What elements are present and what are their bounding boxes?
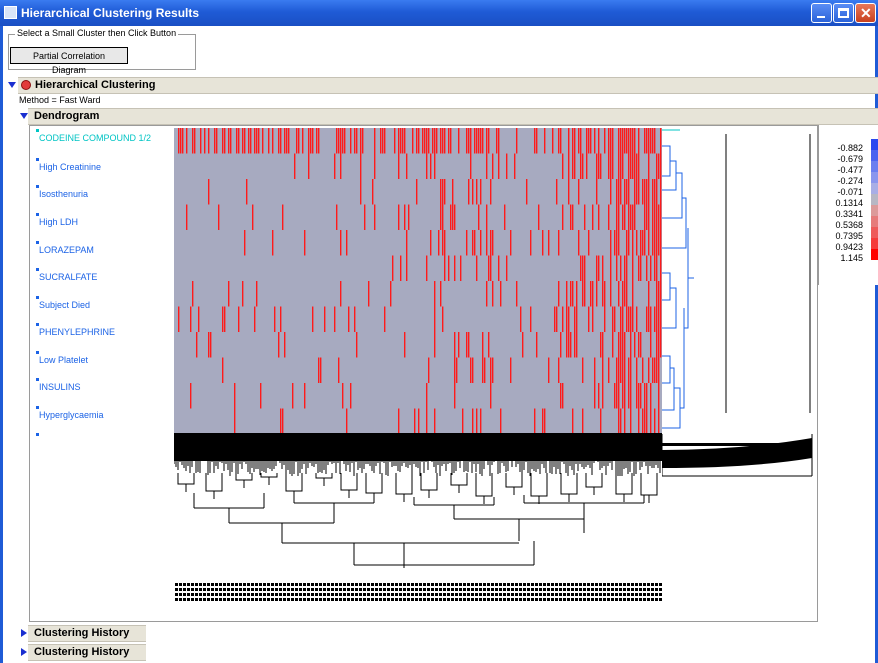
row-label[interactable]: INSULINS bbox=[39, 382, 81, 392]
row-label[interactable]: SUCRALFATE bbox=[39, 272, 98, 282]
row-bullet bbox=[36, 433, 39, 436]
section-hierarchical-clustering[interactable]: Hierarchical Clustering bbox=[18, 77, 878, 94]
row-bullet bbox=[36, 213, 39, 216]
section-title: Clustering History bbox=[34, 646, 130, 658]
app-icon bbox=[4, 6, 17, 19]
method-label: Method = Fast Ward bbox=[19, 95, 101, 105]
collapse-triangle-icon[interactable] bbox=[20, 113, 28, 119]
scale-value: 0.9423 bbox=[835, 242, 863, 252]
scale-swatch bbox=[871, 205, 878, 216]
expand-triangle-icon[interactable] bbox=[21, 629, 27, 637]
section-title: Dendrogram bbox=[34, 110, 100, 122]
maximize-button[interactable] bbox=[833, 3, 854, 23]
window-titlebar: Hierarchical Clustering Results ✕ bbox=[0, 0, 878, 26]
group-label: Select a Small Cluster then Click Button bbox=[15, 28, 179, 38]
section-title: Clustering History bbox=[34, 627, 130, 639]
cluster-select-group: Select a Small Cluster then Click Button bbox=[8, 28, 196, 70]
red-triangle-menu-icon[interactable] bbox=[21, 80, 31, 90]
scale-swatch bbox=[871, 194, 878, 205]
row-label[interactable]: High Creatinine bbox=[39, 162, 102, 172]
scale-value: 0.1314 bbox=[835, 198, 863, 208]
scale-swatch bbox=[871, 216, 878, 227]
color-scale-legend: -0.882 -0.679 -0.477 -0.274 -0.071 0.131… bbox=[818, 125, 878, 285]
row-label[interactable]: Isosthenuria bbox=[39, 189, 89, 199]
collapse-triangle-icon[interactable] bbox=[8, 82, 16, 88]
window-title: Hierarchical Clustering Results bbox=[21, 6, 200, 20]
section-title: Hierarchical Clustering bbox=[35, 79, 156, 91]
section-clustering-history-2[interactable]: Clustering History bbox=[28, 644, 146, 661]
row-label[interactable]: CODEINE COMPOUND 1/2 bbox=[39, 133, 152, 143]
section-dendrogram[interactable]: Dendrogram bbox=[28, 108, 878, 125]
row-label[interactable]: Low Platelet bbox=[39, 355, 89, 365]
row-bullet bbox=[36, 406, 39, 409]
scale-value: -0.477 bbox=[837, 165, 863, 175]
scale-value: 0.3341 bbox=[835, 209, 863, 219]
scale-swatch bbox=[871, 150, 878, 161]
row-bullet bbox=[36, 241, 39, 244]
expand-triangle-icon[interactable] bbox=[21, 648, 27, 656]
row-bullet bbox=[36, 185, 39, 188]
row-label[interactable]: Hyperglycaemia bbox=[39, 410, 104, 420]
scale-value: 1.145 bbox=[840, 253, 863, 263]
scale-value: -0.679 bbox=[837, 154, 863, 164]
scale-value: 0.5368 bbox=[835, 220, 863, 230]
row-label[interactable]: PHENYLEPHRINE bbox=[39, 327, 116, 337]
scale-value: -0.071 bbox=[837, 187, 863, 197]
row-bullet bbox=[36, 323, 39, 326]
partial-correlation-button[interactable]: Partial Correlation Diagram bbox=[10, 47, 128, 75]
row-bullet bbox=[36, 378, 39, 381]
scale-swatch bbox=[871, 161, 878, 172]
heatmap[interactable] bbox=[174, 128, 662, 434]
row-label[interactable]: High LDH bbox=[39, 217, 79, 227]
scale-swatch bbox=[871, 172, 878, 183]
section-clustering-history-1[interactable]: Clustering History bbox=[28, 625, 146, 642]
close-button[interactable]: ✕ bbox=[855, 3, 876, 23]
row-bullet bbox=[36, 129, 39, 132]
scale-value: -0.882 bbox=[837, 143, 863, 153]
row-label[interactable]: Subject Died bbox=[39, 300, 91, 310]
scale-swatch bbox=[871, 227, 878, 238]
scale-value: -0.274 bbox=[837, 176, 863, 186]
scale-swatch bbox=[871, 249, 878, 260]
row-bullet bbox=[36, 296, 39, 299]
row-bullet bbox=[36, 351, 39, 354]
minimize-button[interactable] bbox=[811, 3, 832, 23]
scale-swatch bbox=[871, 238, 878, 249]
row-bullet bbox=[36, 158, 39, 161]
row-bullet bbox=[36, 268, 39, 271]
scale-swatch bbox=[871, 139, 878, 150]
row-label[interactable]: LORAZEPAM bbox=[39, 245, 94, 255]
variable-dendrogram bbox=[662, 129, 813, 477]
row-labels: CODEINE COMPOUND 1/2 High Creatinine Iso… bbox=[29, 125, 174, 445]
scale-value: 0.7395 bbox=[835, 231, 863, 241]
observation-dendrogram bbox=[174, 433, 662, 603]
scale-swatch bbox=[871, 183, 878, 194]
close-icon: ✕ bbox=[860, 5, 872, 21]
